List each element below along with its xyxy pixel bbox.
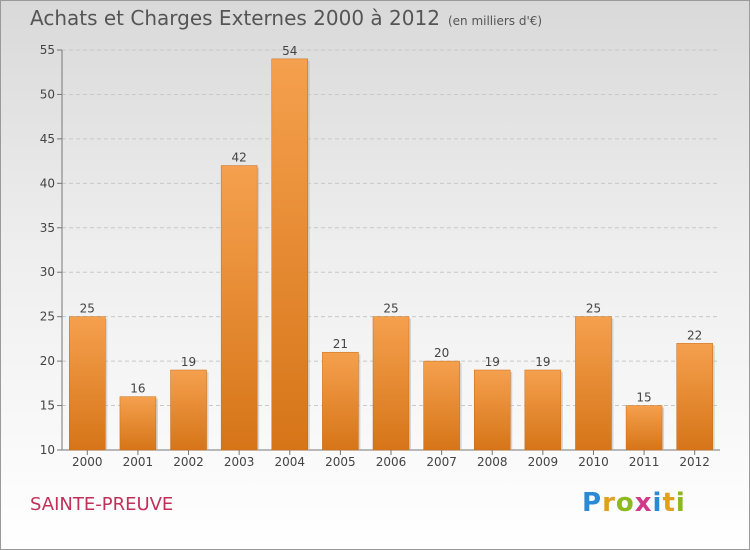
x-tick-label: 2009 [528, 455, 559, 469]
bar-2001 [119, 396, 157, 451]
y-tick-label: 45 [40, 132, 55, 146]
x-tick-label: 2004 [274, 455, 305, 469]
x-tick-label: 2008 [477, 455, 508, 469]
commune-name: SAINTE-PREUVE [30, 494, 174, 515]
bar-2004 [271, 58, 309, 451]
x-tick-label: 2012 [679, 455, 710, 469]
y-tick-label: 10 [40, 443, 55, 457]
y-tick-label: 35 [40, 221, 55, 235]
y-tick-label: 15 [40, 399, 55, 413]
bar-2006 [372, 316, 410, 451]
y-tick-label: 20 [40, 354, 55, 368]
bar-2002 [170, 369, 207, 451]
chart-title: Achats et Charges Externes 2000 à 2012 (e… [30, 6, 542, 30]
y-tick-label: 30 [40, 265, 55, 279]
x-tick-label: 2011 [629, 455, 660, 469]
bar-2008 [473, 369, 511, 451]
x-tick-label: 2005 [325, 455, 356, 469]
y-tick-label: 25 [40, 310, 55, 324]
bar-2007 [423, 360, 460, 451]
x-tick-label: 2000 [72, 455, 103, 469]
bar-2012 [676, 343, 713, 451]
x-tick-label: 2001 [123, 455, 154, 469]
chart-unit: (en milliers d'€) [447, 14, 543, 28]
value-label: 19 [535, 355, 550, 369]
bar-2005 [322, 351, 359, 451]
chart-title-text: Achats et Charges Externes 2000 à 2012 [30, 6, 440, 30]
labels: 10 15 20 25 30 35 40 45 50 55 25 2000 16 2001 19 2002 42… [40, 43, 710, 469]
bar-2003 [220, 165, 258, 451]
value-label: 19 [181, 355, 196, 369]
x-tick-label: 2002 [173, 455, 204, 469]
y-tick-label: 55 [40, 43, 55, 57]
bar-2009 [524, 369, 562, 451]
x-tick-label: 2007 [426, 455, 457, 469]
value-label: 42 [232, 151, 247, 165]
value-label: 25 [80, 302, 95, 316]
x-tick-label: 2006 [376, 455, 407, 469]
bar-2000 [69, 316, 106, 451]
value-label: 20 [434, 346, 449, 360]
bar-2010 [575, 316, 612, 451]
value-label: 15 [636, 391, 651, 405]
bar-2011 [625, 405, 663, 451]
value-label: 19 [485, 355, 500, 369]
value-label: 25 [383, 302, 398, 316]
value-label: 22 [687, 328, 702, 342]
value-label: 21 [333, 337, 348, 351]
x-tick-label: 2003 [224, 455, 255, 469]
value-label: 25 [586, 302, 601, 316]
bars [69, 58, 715, 451]
y-tick-label: 40 [40, 176, 55, 190]
value-label: 16 [130, 382, 145, 396]
proxiti-logo: Proxiti [582, 488, 686, 518]
x-tick-label: 2010 [578, 455, 609, 469]
y-tick-label: 50 [40, 87, 55, 101]
value-label: 54 [282, 44, 297, 58]
